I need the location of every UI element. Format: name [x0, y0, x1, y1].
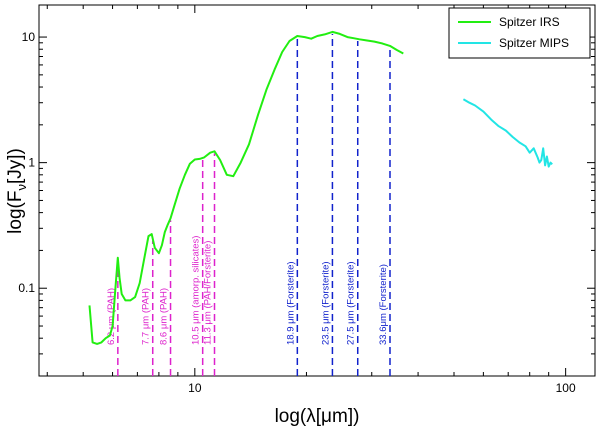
- legend-label-irs: Spitzer IRS: [499, 15, 560, 29]
- feature-label: 27.5 μm (Forsterite): [346, 261, 357, 345]
- y-tick-label: 10: [22, 30, 36, 44]
- legend-box: [448, 7, 591, 59]
- feature-label: 6.2 μm (PAH): [106, 288, 117, 345]
- y-axis-title-tail: [Jy]): [5, 148, 26, 184]
- feature-label: 7.7 μm (PAH): [141, 288, 152, 345]
- series-line-spitzer-irs: [88, 30, 404, 345]
- data-series: [88, 30, 553, 345]
- y-tick-label: 0.1: [18, 281, 35, 295]
- legend-label-mips: Spitzer MIPS: [499, 36, 569, 50]
- x-axis-title: log(λ[μm]): [275, 406, 360, 427]
- feature-label: 23.5 μm (Forsterite): [320, 261, 331, 345]
- feature-lines: 6.2 μm (PAH) 7.7 μm (PAH) 8.6 μm (PAH) 10.5…: [106, 33, 391, 376]
- feature-label: 8.6 μm (PAH): [159, 288, 170, 345]
- x-tick-label: 100: [556, 381, 576, 395]
- legend: Spitzer IRS Spitzer MIPS: [448, 7, 591, 59]
- feature-label: 11.3 μm (PAH/Forsterite): [203, 241, 214, 345]
- y-tick-label: 1: [28, 156, 35, 170]
- feature-label: 18.9 μm (Forsterite): [285, 261, 296, 345]
- x-tick-label: 10: [188, 381, 202, 395]
- series-line-spitzer-mips: [462, 98, 553, 168]
- y-axis-title-main: log(F: [5, 191, 26, 234]
- axis-ticks: 10 100 0.1 1 10: [18, 5, 595, 395]
- plot-frame: [38, 4, 596, 377]
- y-axis-title: log(Fν[Jy]): [5, 148, 29, 234]
- feature-label: 33.6μm (Forsterite): [378, 264, 389, 345]
- y-axis-title-subscript: ν: [14, 184, 29, 191]
- feature-label: 10.5 μm (amorp. silicates): [191, 236, 202, 345]
